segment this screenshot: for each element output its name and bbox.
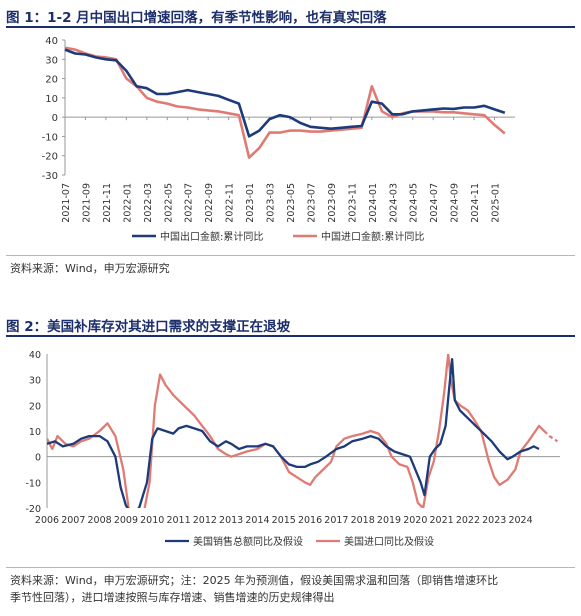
legend-label-0: 美国销售总额同比及假设 — [193, 535, 303, 548]
figure2-divider — [6, 567, 575, 568]
legend-label-0: 中国出口金额:累计同比 — [160, 230, 263, 243]
figure1-title-rule — [6, 26, 575, 28]
series-forecast-1 — [543, 430, 559, 443]
x-tick-label: 2018 — [351, 515, 375, 526]
figure1-chart: -30 -20 -10 0 10 20 30 40 2021-07 2021-09 2021-11 2… — [42, 36, 515, 243]
y-tick-label: 0 — [35, 453, 41, 464]
x-tick-label: 2024-05 — [409, 183, 420, 223]
x-tick-label: 2023-09 — [327, 183, 338, 223]
x-tick-label: 2014 — [245, 515, 269, 526]
y-tick-label: 40 — [45, 36, 58, 47]
figure2-source-line1: 资料来源：Wind，申万宏源研究；注：2025 年为预测值，假设美国需求温和回落… — [10, 574, 499, 587]
x-tick-label: 2013 — [219, 515, 243, 526]
x-tick-label: 2007 — [61, 515, 85, 526]
x-tick-label: 2024-11 — [470, 183, 481, 223]
y-tick-label: -30 — [42, 171, 58, 182]
y-tick-label: -20 — [25, 504, 41, 515]
x-tick-label: 2023-07 — [306, 183, 317, 223]
figure2-source-line2: 季节性回落），进口增速按照与库存增速、销售增速的历史规律得出 — [10, 591, 335, 604]
x-tick-label: 2009 — [114, 515, 138, 526]
x-tick-label: 2023-05 — [286, 183, 297, 223]
x-tick-label: 2024-09 — [450, 183, 461, 223]
x-tick-label: 2022-05 — [163, 183, 174, 223]
x-tick-label: 2022-01 — [122, 183, 133, 223]
x-tick-label: 2011 — [166, 515, 190, 526]
x-tick-label: 2012 — [193, 515, 217, 526]
figure1-divider — [6, 255, 575, 256]
legend-label-1: 中国进口金额:累计同比 — [321, 230, 424, 243]
x-tick-label: 2021-09 — [81, 183, 92, 223]
y-tick-label: 0 — [52, 113, 58, 124]
x-tick-label: 2016 — [298, 515, 322, 526]
x-tick-label: 2022-09 — [204, 183, 215, 223]
y-tick-label: 10 — [29, 427, 41, 438]
figure1-source: 资料来源：Wind，申万宏源研究 — [10, 262, 170, 275]
x-tick-label: 2017 — [324, 515, 348, 526]
x-tick-label: 2022-11 — [225, 183, 236, 223]
y-tick-label: -10 — [25, 478, 41, 489]
x-tick-label: 2015 — [272, 515, 296, 526]
series-line-0 — [64, 48, 506, 138]
x-tick-label: 2023 — [482, 515, 506, 526]
y-tick-label: 30 — [45, 55, 58, 66]
x-tick-label: 2006 — [35, 515, 59, 526]
series-line-1 — [47, 354, 546, 508]
y-tick-label: 20 — [29, 401, 41, 412]
x-tick-label: 2021 — [430, 515, 454, 526]
x-tick-label: 2021-11 — [102, 183, 113, 223]
figure2-title-rule — [6, 335, 575, 337]
y-tick-label: -20 — [42, 152, 58, 163]
x-tick-label: 2023-03 — [266, 183, 277, 223]
x-tick-label: 2024-03 — [388, 183, 399, 223]
legend-label-1: 美国进口同比及假设 — [344, 535, 434, 548]
y-tick-label: 20 — [45, 75, 58, 86]
figure1-title: 图 1：1-2 月中国出口增速回落，有季节性影响，也有真实回落 — [6, 10, 387, 26]
x-tick-label: 2020 — [403, 515, 427, 526]
x-tick-label: 2010 — [140, 515, 164, 526]
x-tick-label: 2022-03 — [143, 183, 154, 223]
x-tick-label: 2023-11 — [347, 183, 358, 223]
figure2-title: 图 2：美国补库存对其进口需求的支撑正在退坡 — [6, 319, 291, 335]
x-tick-label: 2022-07 — [184, 183, 195, 223]
x-tick-label: 2024-01 — [368, 183, 379, 223]
x-tick-label: 2022 — [456, 515, 480, 526]
y-tick-label: 30 — [29, 376, 41, 387]
y-tick-label: 40 — [29, 350, 41, 361]
x-tick-label: 2024 — [508, 515, 532, 526]
x-tick-label: 2019 — [377, 515, 401, 526]
x-tick-label: 2024-07 — [429, 183, 440, 223]
series-line-0 — [47, 357, 540, 508]
x-tick-label: 2025-01 — [491, 183, 502, 223]
series-line-1 — [64, 46, 506, 159]
y-tick-label: -10 — [42, 132, 58, 143]
x-tick-label: 2021-07 — [61, 183, 72, 223]
y-tick-label: 10 — [45, 94, 58, 105]
x-tick-label: 2023-01 — [245, 183, 256, 223]
x-tick-label: 2008 — [88, 515, 112, 526]
